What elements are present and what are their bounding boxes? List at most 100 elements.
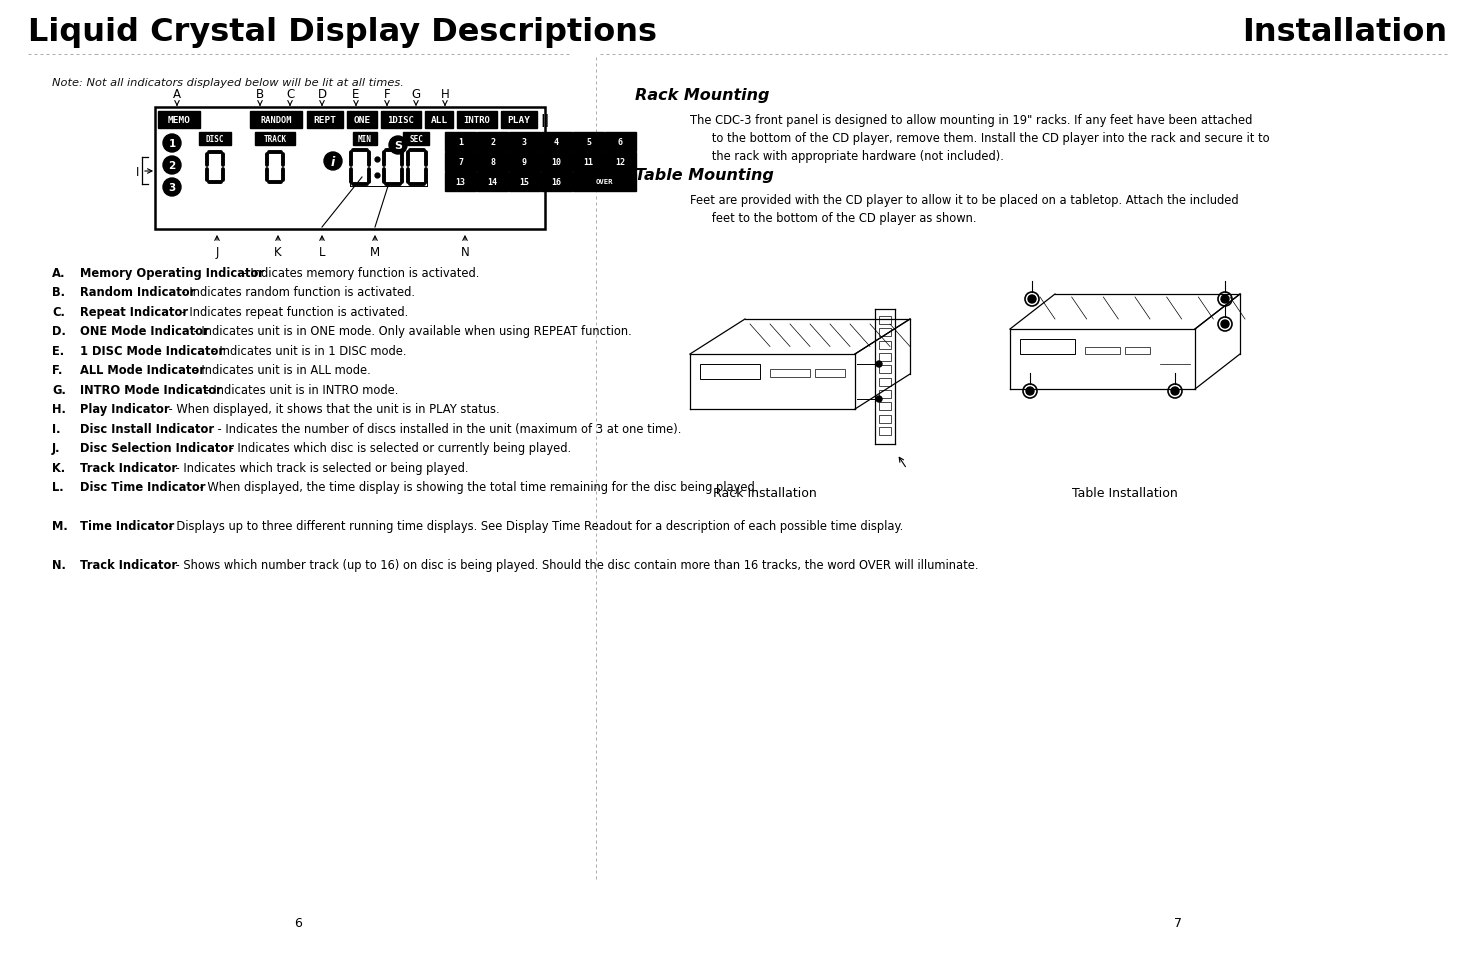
Text: i: i (330, 155, 335, 169)
Text: 10: 10 (552, 158, 562, 167)
Text: RANDOM: RANDOM (260, 116, 292, 125)
Bar (155, 108, 544, 230)
Bar (445, 132, 476, 152)
Text: B.: B. (52, 286, 65, 299)
Text: Table Installation: Table Installation (1072, 486, 1179, 499)
Text: 8: 8 (490, 158, 496, 167)
Text: Installation: Installation (1242, 17, 1447, 48)
Bar (879, 416, 891, 423)
Text: - Indicates the number of discs installed in the unit (maximum of 3 at one time): - Indicates the number of discs installe… (214, 422, 681, 436)
Bar (307, 112, 344, 129)
Text: Random Indicator: Random Indicator (80, 286, 195, 299)
Text: Time Indicator: Time Indicator (80, 520, 174, 533)
Text: 3: 3 (522, 138, 527, 147)
Text: REPT: REPT (314, 116, 336, 125)
Text: Table Mounting: Table Mounting (636, 168, 774, 183)
Bar (770, 370, 810, 377)
Text: B: B (257, 88, 264, 101)
Text: 6: 6 (294, 917, 302, 929)
Text: 6: 6 (618, 138, 622, 147)
Text: K: K (274, 246, 282, 258)
Circle shape (876, 396, 882, 402)
Text: Rack Installation: Rack Installation (712, 486, 817, 499)
Text: 4: 4 (555, 138, 559, 147)
Bar (879, 378, 891, 386)
Bar (381, 112, 420, 129)
Text: Track Indicator: Track Indicator (80, 461, 177, 475)
Text: I.: I. (52, 422, 60, 436)
Bar (879, 428, 891, 436)
Text: A.: A. (52, 267, 65, 280)
Text: Repeat Indicator: Repeat Indicator (80, 306, 189, 318)
Text: Liquid Crystal Display Descriptions: Liquid Crystal Display Descriptions (28, 17, 656, 48)
Text: Feet are provided with the CD player to allow it to be placed on a tabletop. Att: Feet are provided with the CD player to … (690, 193, 1239, 225)
Text: 1: 1 (459, 138, 463, 147)
Text: 3: 3 (168, 183, 176, 193)
Text: 2: 2 (490, 138, 496, 147)
Text: 1 DISC Mode Indicator: 1 DISC Mode Indicator (80, 345, 224, 357)
Text: A: A (173, 88, 181, 101)
Bar (199, 132, 232, 146)
Text: G: G (412, 88, 420, 101)
Bar (605, 152, 636, 172)
Bar (445, 152, 476, 172)
Text: 1DISC: 1DISC (388, 116, 414, 125)
Text: K.: K. (52, 461, 65, 475)
Bar (879, 354, 891, 361)
Bar (541, 172, 572, 192)
Text: Rack Mounting: Rack Mounting (636, 88, 770, 103)
Bar (457, 112, 497, 129)
Bar (572, 152, 603, 172)
Bar (541, 132, 572, 152)
Text: MEMO: MEMO (168, 116, 190, 125)
Text: M.: M. (52, 520, 68, 533)
Text: Track Indicator: Track Indicator (80, 558, 177, 572)
Bar (476, 152, 507, 172)
Bar (1021, 339, 1075, 355)
Text: - Indicates unit is in 1 DISC mode.: - Indicates unit is in 1 DISC mode. (208, 345, 407, 357)
Text: 14: 14 (488, 178, 497, 187)
Circle shape (1027, 388, 1034, 395)
Text: ||: || (540, 113, 549, 127)
Bar (879, 391, 891, 398)
Text: G.: G. (52, 384, 66, 396)
Bar (879, 403, 891, 411)
Circle shape (1028, 295, 1035, 304)
Text: Note: Not all indicators displayed below will be lit at all times.: Note: Not all indicators displayed below… (52, 78, 404, 88)
Text: 7: 7 (459, 158, 463, 167)
Text: D: D (317, 88, 326, 101)
Text: - Indicates unit is in ALL mode.: - Indicates unit is in ALL mode. (190, 364, 370, 377)
Text: F: F (384, 88, 391, 101)
Text: Disc Selection Indicator: Disc Selection Indicator (80, 442, 235, 455)
Text: 11: 11 (584, 158, 593, 167)
Text: Disc Install Indicator: Disc Install Indicator (80, 422, 214, 436)
Bar (476, 172, 507, 192)
Text: C.: C. (52, 306, 65, 318)
Text: 13: 13 (456, 178, 466, 187)
Text: The CDC-3 front panel is designed to allow mounting in 19" racks. If any feet ha: The CDC-3 front panel is designed to all… (690, 113, 1270, 163)
Text: Disc Time Indicator: Disc Time Indicator (80, 481, 205, 494)
Bar (347, 112, 378, 129)
Text: SEC: SEC (409, 135, 423, 144)
Circle shape (389, 137, 407, 154)
Text: INTRO Mode Indicator: INTRO Mode Indicator (80, 384, 221, 396)
Text: - Indicates which disc is selected or currently being played.: - Indicates which disc is selected or cu… (226, 442, 571, 455)
Text: DISC: DISC (205, 135, 224, 144)
Text: INTRO: INTRO (463, 116, 491, 125)
Bar (509, 152, 540, 172)
Bar (879, 366, 891, 374)
Text: E.: E. (52, 345, 63, 357)
Text: - Indicates memory function is activated.: - Indicates memory function is activated… (239, 267, 479, 280)
Text: Memory Operating Indicator: Memory Operating Indicator (80, 267, 264, 280)
Text: 15: 15 (519, 178, 530, 187)
Text: OVER: OVER (596, 179, 614, 185)
Bar (879, 341, 891, 350)
Circle shape (1221, 295, 1229, 304)
Bar (249, 112, 302, 129)
Text: L: L (319, 246, 326, 258)
Bar (509, 172, 540, 192)
Text: 12: 12 (615, 158, 625, 167)
Text: ONE: ONE (354, 116, 370, 125)
Text: 7: 7 (1174, 917, 1181, 929)
Bar (255, 132, 295, 146)
